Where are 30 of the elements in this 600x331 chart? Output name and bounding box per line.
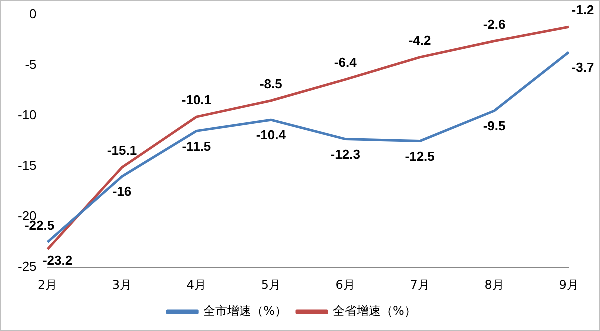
data-label: -23.2 [42,252,73,268]
x-tick-label: 7月 [410,278,430,292]
data-label: -8.5 [260,76,282,92]
data-label: -9.5 [483,118,506,134]
data-label: -2.6 [483,16,506,32]
data-label: -12.5 [405,148,435,164]
y-tick-label: -25 [18,259,37,274]
data-label: -10.4 [256,128,287,143]
x-tick-label: 5月 [261,278,281,292]
data-label: -11.5 [182,138,212,154]
data-label: -16 [112,184,132,200]
y-tick-label: 0 [30,6,37,22]
data-label: -10.1 [182,92,212,108]
y-tick-label: -10 [18,108,37,123]
x-tick-label: 8月 [484,278,504,292]
x-tick-label: 9月 [559,278,579,292]
data-label: -6.4 [334,55,358,70]
data-label: -1.2 [572,2,594,18]
y-tick-label: -5 [25,57,37,72]
y-tick-label: -15 [18,158,37,174]
data-label: -3.7 [572,60,594,75]
legend-label: 全市增速（%） [204,304,288,318]
x-tick-label: 3月 [112,278,132,292]
x-tick-label: 2月 [38,278,58,292]
data-label: -4.2 [408,33,432,48]
data-label: -15.1 [107,143,138,158]
data-label: -12.3 [330,146,360,162]
x-tick-label: 6月 [336,278,356,292]
x-tick-label: 4月 [186,278,207,292]
legend-label: 全省增速（%） [333,304,416,318]
